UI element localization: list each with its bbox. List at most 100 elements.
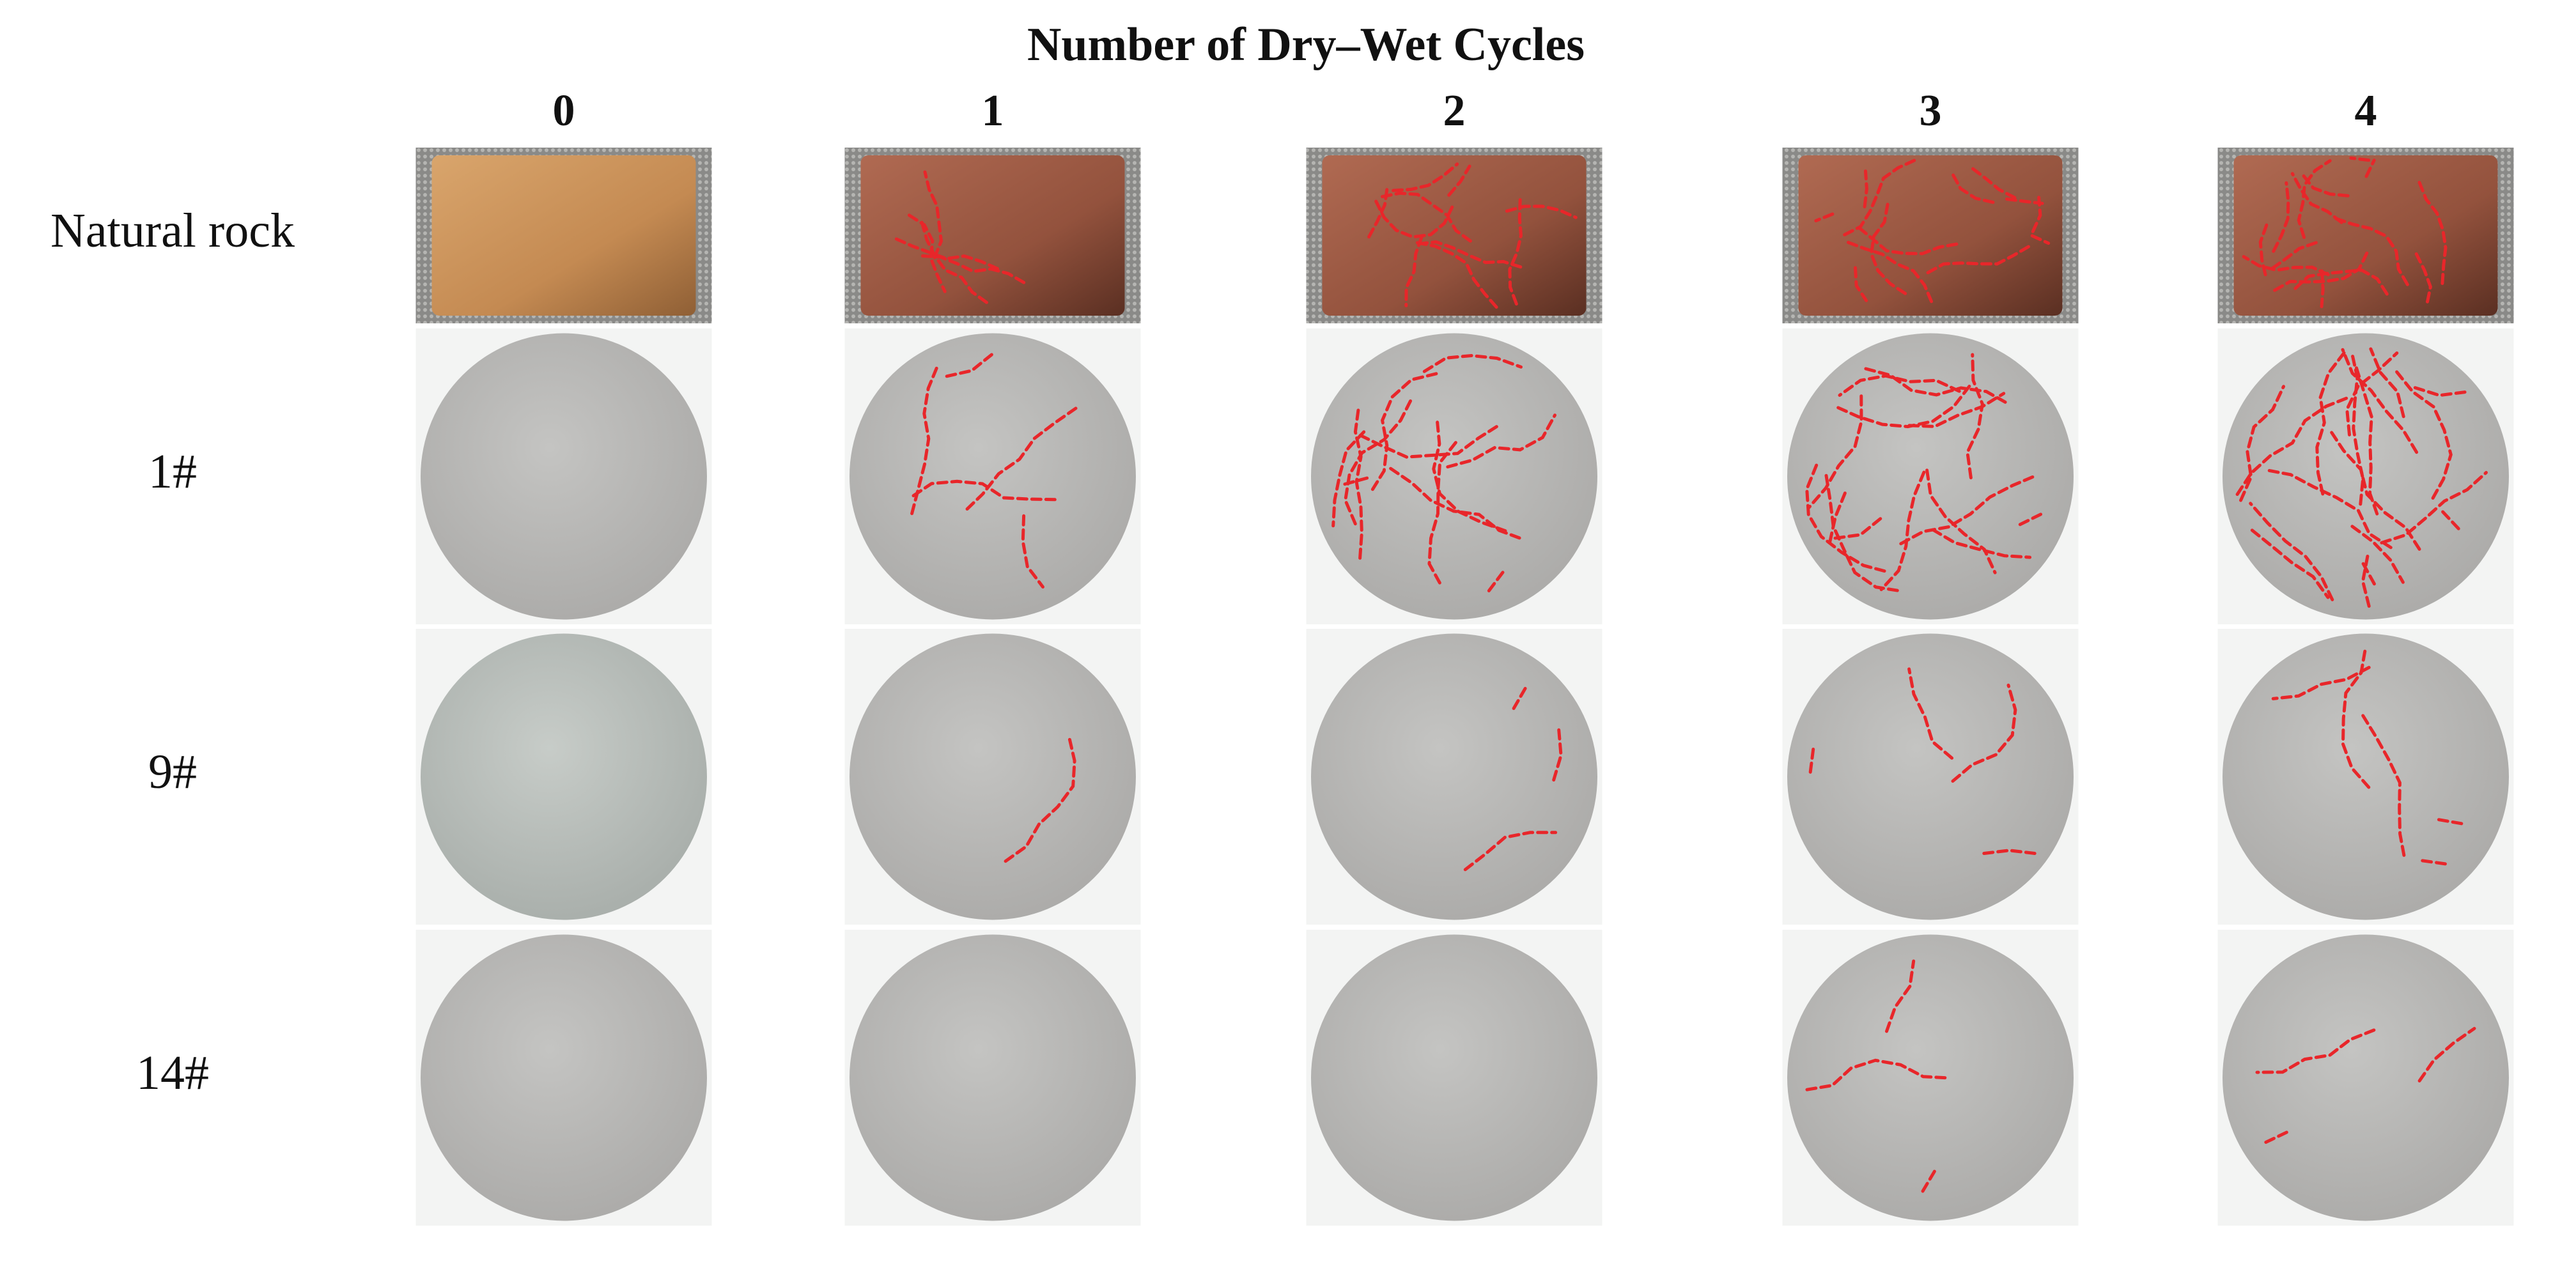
rock-disk [1311,934,1597,1221]
rock-disk [2223,333,2509,620]
row-label: Natural rock [50,204,295,258]
rock-block [860,155,1125,316]
crack-line [2293,268,2389,296]
rock-disk [1311,333,1597,620]
specimen-photo [1782,930,2079,1226]
crack-line [2315,351,2346,500]
rock-disk [1787,633,2074,920]
crack-line [1863,169,1868,208]
crack-line [2269,241,2318,272]
rock-disk [850,633,1136,920]
crack-line [1446,413,1556,469]
crack-line [1344,396,1414,526]
crack-line [910,363,940,516]
crack-line [2421,859,2449,866]
crack-line [1847,240,1934,304]
crack-line [2380,471,2488,544]
crack-line [2271,666,2371,700]
specimen-photo [415,328,712,624]
crack-line [2350,525,2405,584]
crack-line [2345,351,2399,436]
crack-line [1907,392,2006,428]
specimen-photo [1306,629,1602,925]
crack-line [2361,714,2407,861]
crack-line [1432,417,1507,533]
rock-block [1798,155,2063,316]
rock-block [1322,155,1587,316]
crack-line [1907,667,1954,760]
crack-line [2361,562,2377,588]
crack-line [1814,212,1835,222]
crack-line [1447,164,1471,197]
crack-line [1004,734,1076,863]
crack-line [2005,197,2044,205]
crack-line [1021,514,1044,589]
row-label: 14# [136,1046,209,1100]
rock-disk [850,333,1136,620]
crack-line [2364,158,2376,178]
crack-line [2239,385,2285,502]
crack-line [1369,372,1438,495]
crack-line [1870,203,1907,295]
specimen-photo [1782,148,2079,323]
crack-line [1805,1058,1951,1091]
crack-line [1920,1169,1936,1195]
crack-line [1828,491,1847,544]
crack-line [2320,269,2325,309]
crack-line [1416,240,1523,269]
rock-block [431,155,696,316]
specimen-photo [844,930,1141,1226]
rock-block [2233,155,2498,316]
crack-line [2417,181,2448,285]
column-header: 1 [982,86,1004,135]
crack-line [2258,223,2269,279]
specimen-photo [844,328,1141,624]
crack-line [1805,463,1890,574]
crack-line [2272,181,2290,253]
crack-line [1463,831,1558,872]
crack-line [2030,234,2051,245]
specimen-photo [2217,629,2514,925]
crack-line [2262,1130,2288,1145]
crack-line [2441,510,2462,532]
crack-line [920,254,1026,284]
column-header: 3 [1920,86,1942,135]
crack-line [2255,1028,2376,1074]
rock-disk [850,934,1136,1221]
crack-line [1926,245,2030,275]
crack-line [1808,748,1815,776]
rock-disk [421,633,707,920]
specimen-photo [415,629,712,925]
row-label: 1# [148,445,197,498]
crack-line [1879,470,1926,592]
rock-disk [2223,633,2509,920]
crack-line [1374,199,1454,239]
specimen-photo [2217,328,2514,624]
crack-line [963,406,1078,514]
crack-line [1331,430,1366,528]
crack-line [1512,684,1528,711]
specimen-photo [1782,328,2079,624]
crack-line [2263,468,2393,550]
crack-line [1824,474,1903,593]
crack-line [1404,235,1424,307]
crack-line [1508,198,1523,306]
specimen-photo [1306,328,1602,624]
crack-line [2361,555,2371,608]
crack-line [2414,252,2432,306]
crack-line [2413,386,2467,397]
crack-line [894,237,999,270]
crack-line [1854,266,1868,302]
crack-line [2369,347,2405,419]
rock-disk [421,333,707,620]
crack-line [2273,251,2369,292]
specimen-photo [1782,629,2079,925]
crack-line [1864,367,2010,406]
crack-line [945,353,993,378]
rock-disk [1311,633,1597,920]
crack-line [1381,191,1472,243]
crack-line [2018,511,2045,527]
specimen-photo [844,148,1141,323]
